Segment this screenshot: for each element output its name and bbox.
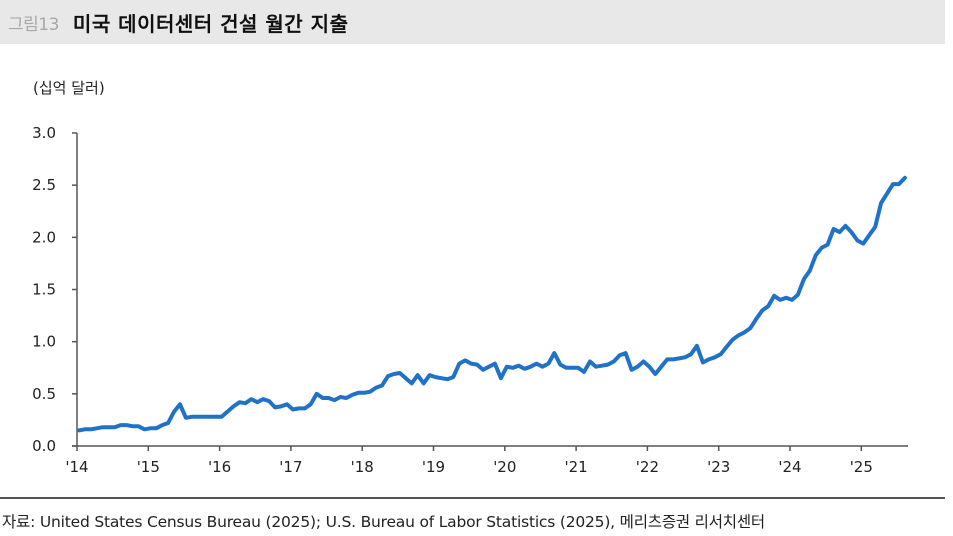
source-note: 자료: United States Census Bureau (2025); … (2, 513, 765, 531)
y-tick-label: 1.5 (32, 281, 56, 299)
x-tick-label: '21 (564, 458, 587, 476)
figure-title: 미국 데이터센터 건설 월간 지출 (72, 11, 349, 36)
x-tick-label: '19 (422, 458, 445, 476)
x-tick-label: '24 (778, 458, 801, 476)
figure-label: 그림13 (8, 14, 59, 35)
data-series-line (77, 175, 907, 433)
line-chart: 0.0 0.5 1.0 1.5 2.0 2.5 3.0 '14 '15 '16 '17 '18 '19… (32, 124, 908, 476)
y-axis: 0.0 0.5 1.0 1.5 2.0 2.5 3.0 (32, 124, 78, 455)
x-tick-label: '25 (850, 458, 873, 476)
x-tick-label: '17 (279, 458, 302, 476)
y-tick-label: 3.0 (32, 124, 56, 142)
x-tick-label: '15 (137, 458, 160, 476)
footer-divider (0, 497, 945, 499)
figure-title-bar: 그림13 미국 데이터센터 건설 월간 지출 (0, 0, 945, 44)
x-tick-label: '22 (636, 458, 659, 476)
y-tick-label: 2.0 (32, 228, 56, 246)
y-tick-label: 1.0 (32, 333, 56, 351)
y-axis-unit-label: (십억 달러) (33, 79, 105, 97)
x-tick-label: '16 (208, 458, 231, 476)
x-tick-label: '23 (707, 458, 730, 476)
x-axis: '14 '15 '16 '17 '18 '19 '20 '21 '22 '23 '24 '25 (65, 445, 908, 476)
y-tick-label: 0.0 (32, 437, 56, 455)
x-tick-label: '20 (493, 458, 516, 476)
y-tick-label: 0.5 (32, 385, 56, 403)
x-tick-label: '14 (65, 458, 88, 476)
x-tick-label: '18 (351, 458, 374, 476)
y-tick-label: 2.5 (32, 176, 56, 194)
